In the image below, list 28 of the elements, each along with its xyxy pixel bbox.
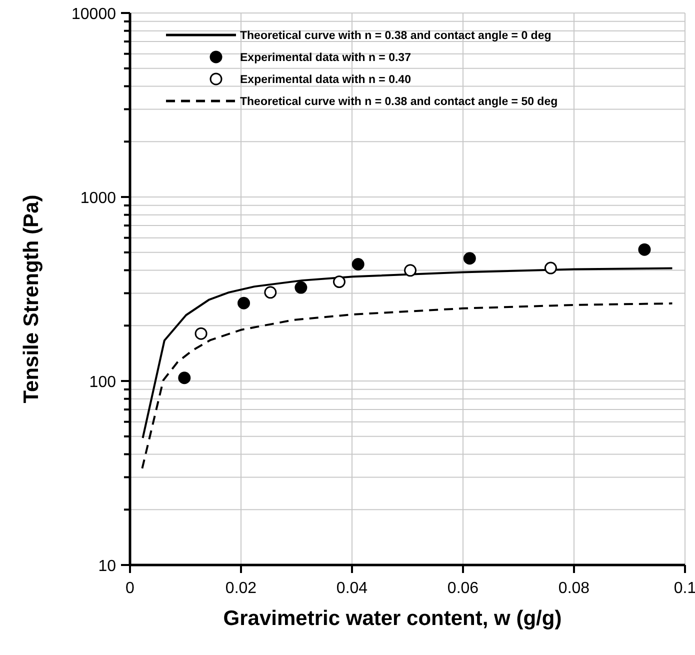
point	[463, 252, 476, 265]
point	[638, 243, 651, 256]
point	[178, 372, 191, 384]
point	[264, 286, 277, 299]
legend-label: Experimental data with n = 0.40	[240, 74, 411, 86]
x-tick-label: 0.06	[447, 580, 479, 597]
point	[332, 276, 346, 288]
line-series	[141, 302, 674, 470]
legend-label: Theoretical curve with n = 0.38 and contact angle = 50 deg	[240, 96, 558, 108]
y-axis-title: Tensile Strength (Pa)	[20, 194, 43, 404]
point	[294, 281, 308, 294]
y-tick-label: 10	[98, 558, 116, 575]
point	[352, 258, 364, 271]
x-axis-title: Gravimetric water content, w (g/g)	[223, 607, 562, 630]
x-tick-label: 0	[126, 580, 135, 597]
x-tick-label: 0.02	[225, 580, 257, 597]
point	[194, 327, 208, 340]
legend-label: Theoretical curve with n = 0.38 and contact angle = 0 deg	[240, 30, 552, 42]
x-tick-label: 0.1	[674, 580, 695, 597]
y-tick-label: 100	[89, 374, 116, 391]
x-tick-label: 0.04	[336, 580, 368, 597]
point	[544, 262, 557, 274]
point	[238, 296, 250, 310]
y-tick-label: 1000	[80, 190, 116, 207]
point	[404, 264, 417, 277]
legend-label: Experimental data with n = 0.37	[240, 52, 411, 64]
x-tick-label: 0.08	[558, 580, 590, 597]
y-tick-label: 10000	[72, 6, 116, 23]
